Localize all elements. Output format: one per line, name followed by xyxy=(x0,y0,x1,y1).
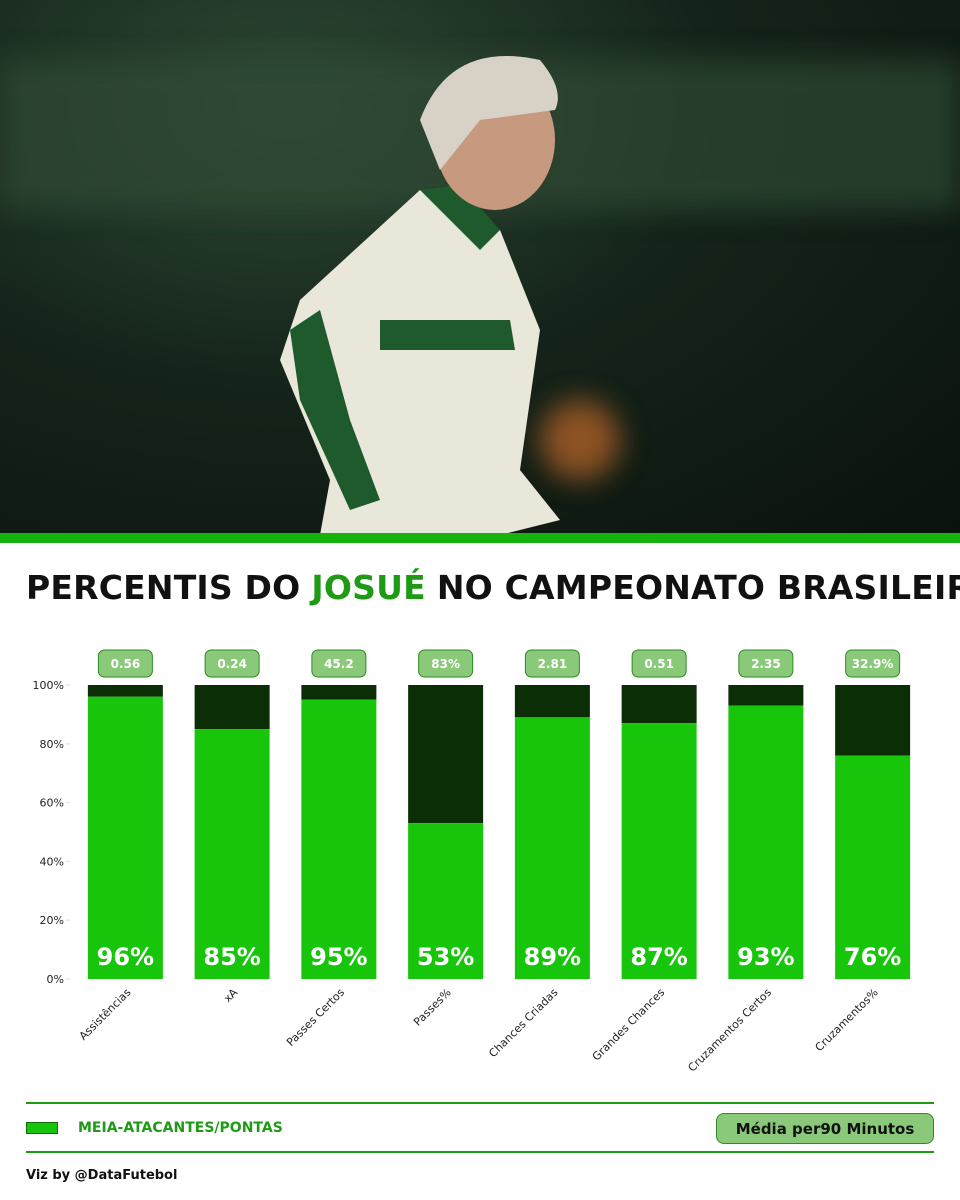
x-tick-label: Grandes Chances xyxy=(590,986,668,1064)
raw-label: 83% xyxy=(431,657,460,671)
value-label: 96% xyxy=(97,943,154,971)
bar xyxy=(87,696,163,979)
divider xyxy=(0,533,960,543)
bar xyxy=(835,755,911,979)
value-label: 89% xyxy=(524,943,581,971)
raw-label: 0.24 xyxy=(217,657,247,671)
credit: Viz by @DataFutebol xyxy=(26,1168,178,1183)
x-tick-label: Chances Criadas xyxy=(486,986,560,1060)
x-tick-label: Assistências xyxy=(77,986,134,1043)
metric-badge: Média per90 Minutos xyxy=(716,1113,934,1144)
value-label: 93% xyxy=(737,943,794,971)
x-tick-label: Passes% xyxy=(411,986,454,1029)
bar-remainder xyxy=(835,685,911,756)
y-tick-label: 80% xyxy=(40,738,64,751)
raw-label: 2.35 xyxy=(751,657,781,671)
raw-label: 0.56 xyxy=(111,657,141,671)
y-tick-label: 40% xyxy=(40,855,64,868)
raw-badge xyxy=(845,649,901,678)
x-tick-label: Passes Certos xyxy=(284,986,347,1049)
raw-badge xyxy=(311,649,367,678)
value-label: 85% xyxy=(203,943,260,971)
raw-badge xyxy=(738,649,794,678)
x-tick-label: Cruzamentos% xyxy=(813,986,881,1054)
x-tick-label: xA xyxy=(221,986,240,1005)
raw-badge xyxy=(204,649,260,678)
y-tick-label: 0% xyxy=(47,973,64,986)
raw-label: 2.81 xyxy=(538,657,568,671)
bar xyxy=(408,823,484,979)
rule xyxy=(26,1102,934,1104)
player-photo xyxy=(0,0,960,535)
legend-label: MEIA-ATACANTES/PONTAS xyxy=(78,1120,283,1136)
chart: 0% 20% 40% 60% 80% 100% 96% 0.56 Assistências 85%… xyxy=(33,649,911,1075)
raw-label: 32.9% xyxy=(852,657,894,671)
value-label: 87% xyxy=(630,943,687,971)
raw-badge xyxy=(524,649,580,678)
legend-swatch xyxy=(26,1122,58,1134)
value-label: 53% xyxy=(417,943,474,971)
bar xyxy=(194,729,270,979)
bar xyxy=(621,723,697,979)
title-highlight: JOSUÉ xyxy=(311,568,426,607)
raw-badge xyxy=(631,649,687,678)
legend: MEIA-ATACANTES/PONTAS xyxy=(26,1120,283,1136)
bar xyxy=(728,705,804,979)
bar-remainder xyxy=(514,685,590,718)
bar-remainder xyxy=(621,685,697,724)
x-tick-label: Cruzamentos Certos xyxy=(685,986,774,1075)
photo-art xyxy=(0,56,960,535)
raw-label: 45.2 xyxy=(324,657,354,671)
title: PERCENTIS DO JOSUÉ NO CAMPEONATO BRASILE… xyxy=(26,568,960,607)
bar-remainder xyxy=(87,685,163,697)
bar xyxy=(514,717,590,979)
title-text: PERCENTIS DO xyxy=(26,568,301,607)
bar-remainder xyxy=(408,685,484,824)
value-label: 95% xyxy=(310,943,367,971)
raw-badge xyxy=(97,649,153,678)
title-text: NO CAMPEONATO BRASILEIRO xyxy=(436,568,960,607)
bar xyxy=(301,699,377,979)
bar-remainder xyxy=(194,685,270,730)
bar-remainder xyxy=(728,685,804,706)
y-tick-label: 100% xyxy=(33,679,64,692)
raw-label: 0.51 xyxy=(644,657,674,671)
bar-remainder xyxy=(301,685,377,700)
y-tick-label: 60% xyxy=(40,797,64,810)
value-label: 76% xyxy=(844,943,901,971)
y-tick-label: 20% xyxy=(40,914,64,927)
raw-badge xyxy=(418,649,474,678)
rule xyxy=(26,1151,934,1153)
